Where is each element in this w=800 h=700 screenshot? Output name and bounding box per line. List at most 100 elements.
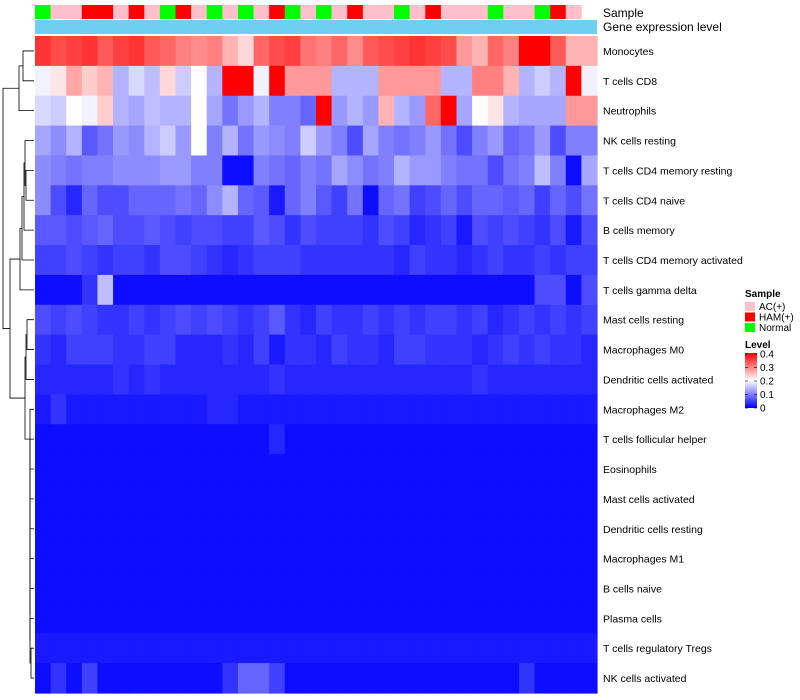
heatmap-cell xyxy=(159,36,177,67)
heatmap-cell xyxy=(50,304,67,336)
heatmap-cell xyxy=(113,454,130,485)
sample-annotation-cell xyxy=(144,5,161,19)
heatmap-cell xyxy=(347,125,364,157)
heatmap-cell xyxy=(581,125,598,157)
heatmap-cell xyxy=(222,95,239,127)
heatmap-cell xyxy=(253,65,270,97)
heatmap-cell xyxy=(222,454,239,485)
heatmap-cell xyxy=(581,573,598,605)
heatmap-cell xyxy=(237,573,255,605)
heatmap-cell xyxy=(518,185,536,216)
heatmap-cell xyxy=(347,245,364,276)
heatmap-cell xyxy=(66,245,83,276)
heatmap-cell xyxy=(50,274,67,306)
heatmap-cell xyxy=(425,334,442,366)
heatmap-cell xyxy=(487,215,504,246)
heatmap-cell xyxy=(581,274,598,306)
heatmap-cell xyxy=(81,424,99,455)
heatmap-cell xyxy=(581,245,598,276)
heatmap-cell xyxy=(347,454,364,485)
heatmap-cell xyxy=(144,513,161,545)
heatmap-cell xyxy=(97,394,114,425)
heatmap-cell xyxy=(362,155,380,186)
heatmap-cell xyxy=(144,155,161,186)
heatmap-cell xyxy=(191,663,208,694)
heatmap-cell xyxy=(550,424,567,455)
heatmap-cell xyxy=(316,36,333,67)
heatmap-cell xyxy=(456,215,473,246)
heatmap-cell xyxy=(35,543,52,575)
dendrogram-branch xyxy=(30,647,34,679)
heatmap-cell xyxy=(394,274,411,306)
sample-annotation-cell xyxy=(222,5,239,19)
level-legend-title: Level xyxy=(745,340,771,351)
heatmap-cell xyxy=(191,36,208,67)
heatmap-cell xyxy=(503,215,520,246)
heatmap-cell xyxy=(144,274,161,306)
heatmap-cell xyxy=(347,36,364,67)
heatmap-cell xyxy=(128,95,145,127)
heatmap-cell xyxy=(534,543,551,575)
heatmap-cell xyxy=(378,304,395,336)
heatmap-cell xyxy=(425,573,442,605)
heatmap-cell xyxy=(347,95,364,127)
heatmap-cell xyxy=(222,334,239,366)
heatmap-cell xyxy=(253,364,270,395)
heatmap-cell xyxy=(50,454,67,485)
heatmap-cell xyxy=(534,454,551,485)
heatmap-cell xyxy=(472,513,489,545)
heatmap-cell xyxy=(565,155,582,186)
heatmap-cell xyxy=(425,155,442,186)
heatmap-cell xyxy=(222,364,239,395)
heatmap-cell xyxy=(518,125,536,157)
heatmap-cell xyxy=(128,245,145,276)
heatmap-cell xyxy=(50,95,67,127)
heatmap-cell xyxy=(347,304,364,336)
heatmap-cell xyxy=(456,633,473,664)
sample-annotation-cell xyxy=(347,5,364,19)
heatmap-cell xyxy=(331,364,348,395)
heatmap-cell xyxy=(331,394,348,425)
heatmap-cell xyxy=(550,125,567,157)
heatmap-cell xyxy=(237,245,255,276)
row-label: Macrophages M2 xyxy=(603,404,684,416)
heatmap-cell xyxy=(347,394,364,425)
heatmap-cell xyxy=(300,155,317,186)
sample-annotation-cell xyxy=(284,5,301,19)
heatmap-cell xyxy=(159,274,177,306)
sample-annotation-cell xyxy=(159,5,176,19)
heatmap-cell xyxy=(97,36,114,67)
heatmap-cell xyxy=(191,215,208,246)
heatmap-cell xyxy=(409,125,426,157)
heatmap-cell xyxy=(253,245,270,276)
heatmap-cell xyxy=(144,483,161,515)
heatmap-cell xyxy=(300,304,317,336)
heatmap-cell xyxy=(518,215,536,246)
heatmap-cell xyxy=(440,603,458,634)
heatmap-cell xyxy=(253,424,270,455)
heatmap-cell xyxy=(534,663,551,694)
heatmap-cell xyxy=(316,424,333,455)
heatmap-cell xyxy=(487,603,504,634)
heatmap-cell xyxy=(347,274,364,306)
heatmap-cell xyxy=(394,573,411,605)
heatmap-cell xyxy=(440,513,458,545)
sample-annotation-cell xyxy=(50,5,67,19)
heatmap-cell xyxy=(35,573,52,605)
heatmap-cell xyxy=(394,603,411,634)
heatmap-cell xyxy=(534,334,551,366)
heatmap-cell xyxy=(565,454,582,485)
heatmap-cell xyxy=(128,633,145,664)
heatmap-cell xyxy=(394,155,411,186)
sample-annotation-cell xyxy=(253,5,270,19)
row-label: Dendritic cells resting xyxy=(603,524,703,536)
heatmap-cell xyxy=(440,424,458,455)
heatmap-cell xyxy=(425,274,442,306)
heatmap-cell xyxy=(159,454,177,485)
heatmap-cell xyxy=(581,663,598,694)
heatmap-cell xyxy=(425,394,442,425)
heatmap-cell xyxy=(503,543,520,575)
heatmap-cell xyxy=(206,543,223,575)
heatmap-cell xyxy=(284,185,301,216)
heatmap-cell xyxy=(284,155,301,186)
